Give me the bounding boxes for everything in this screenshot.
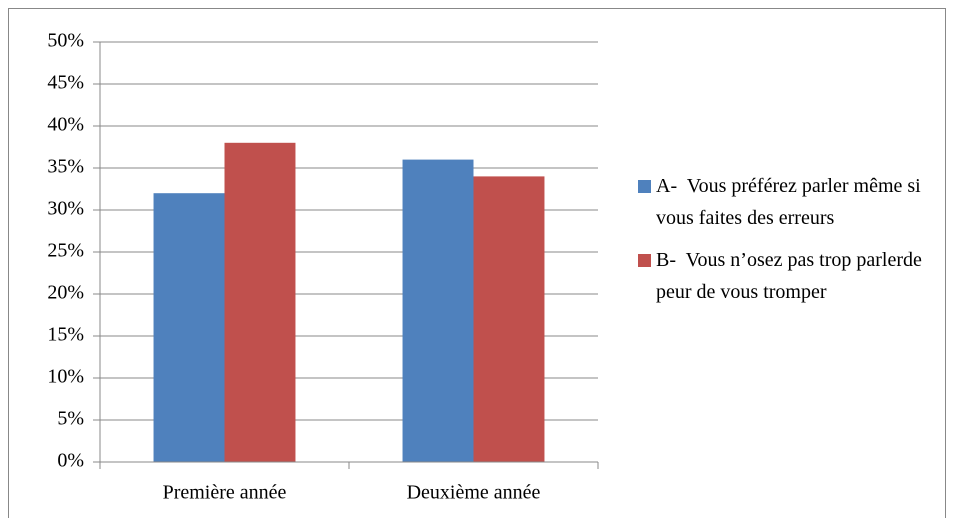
x-tick-label: Deuxième année — [407, 482, 541, 504]
legend: A- Vous préférez parler même si vous fai… — [636, 170, 936, 318]
legend-entry: B- Vous n’osez pas trop parlerde peur de… — [636, 244, 936, 308]
y-tick-label: 45% — [47, 72, 84, 94]
y-tick-label: 40% — [47, 114, 84, 136]
legend-entry: A- Vous préférez parler même si vous fai… — [636, 170, 936, 234]
bar — [473, 176, 545, 462]
y-tick-label: 15% — [47, 324, 84, 346]
legend-label: B- Vous n’osez pas trop parlerde peur de… — [656, 249, 927, 303]
bar — [153, 193, 225, 462]
legend-swatch — [638, 254, 651, 267]
y-tick-label: 50% — [47, 30, 84, 52]
y-tick-label: 5% — [57, 408, 84, 430]
legend-swatch — [638, 180, 651, 193]
y-tick-label: 35% — [47, 156, 84, 178]
bar — [224, 142, 296, 463]
y-tick-label: 25% — [47, 240, 84, 262]
x-tick-label: Première année — [163, 482, 287, 504]
y-tick-label: 20% — [47, 282, 84, 304]
legend-label: A- Vous préférez parler même si vous fai… — [656, 175, 926, 229]
y-tick-label: 30% — [47, 198, 84, 220]
chart-frame — [8, 8, 946, 518]
y-tick-label: 10% — [47, 366, 84, 388]
bar — [402, 159, 474, 462]
y-tick-label: 0% — [57, 450, 84, 472]
